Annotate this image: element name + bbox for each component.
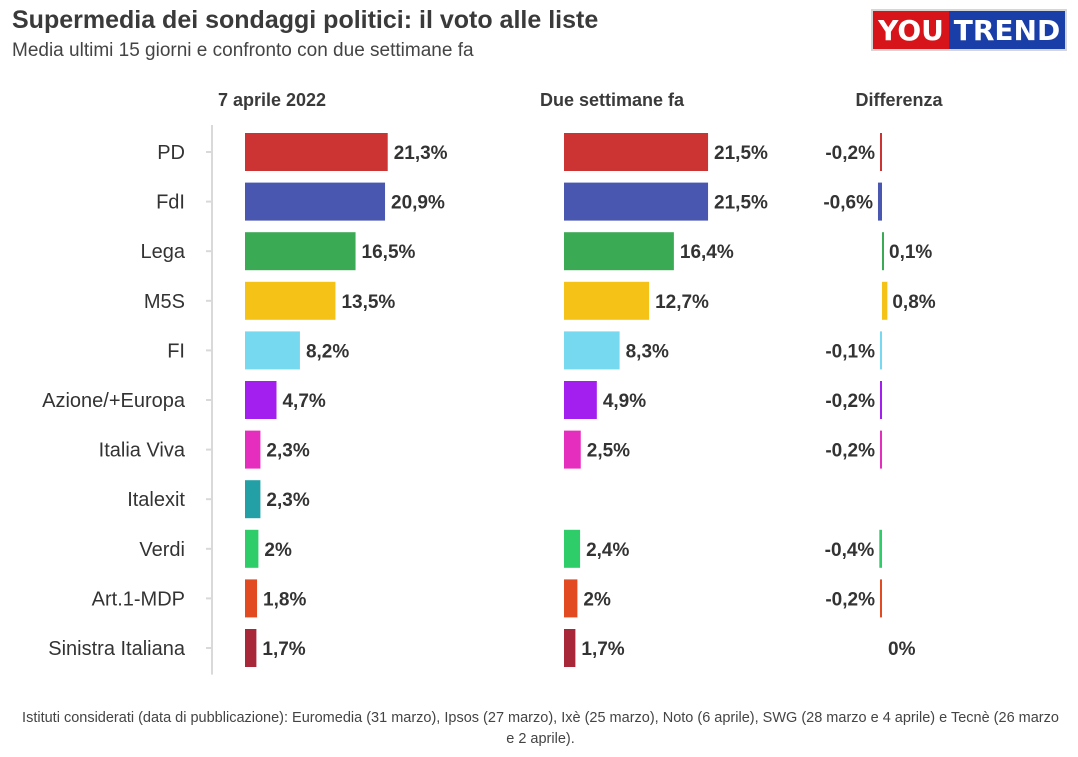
- bar: [245, 579, 258, 618]
- data-label: 21,5%: [714, 143, 768, 164]
- chart-title: Supermedia dei sondaggi politici: il vot…: [12, 6, 599, 34]
- data-label: 21,5%: [714, 193, 768, 214]
- category-label: Azione/+Europa: [42, 390, 186, 412]
- data-label: 1,7%: [581, 639, 624, 660]
- difference-bar: [880, 430, 882, 469]
- bar: [245, 182, 386, 221]
- difference-label: -0,2%: [825, 391, 875, 412]
- bar: [245, 480, 261, 519]
- difference-label: -0,2%: [825, 589, 875, 610]
- bar: [564, 182, 709, 221]
- difference-bar: [880, 381, 882, 419]
- data-label: 2%: [583, 589, 611, 610]
- category-label: Lega: [141, 241, 186, 263]
- bar: [245, 629, 257, 667]
- data-label: 13,5%: [341, 292, 395, 313]
- difference-label: 0%: [888, 639, 916, 660]
- bar: [245, 232, 356, 271]
- bar: [564, 430, 581, 469]
- column-header: Differenza: [855, 90, 943, 110]
- bar: [564, 232, 674, 271]
- bar: [564, 381, 597, 419]
- difference-label: -0,2%: [825, 441, 875, 462]
- category-label: M5S: [144, 291, 185, 313]
- category-label: Art.1-MDP: [92, 588, 185, 610]
- data-label: 8,2%: [306, 341, 349, 362]
- difference-label: -0,1%: [825, 341, 875, 362]
- difference-bar: [877, 182, 882, 221]
- data-label: 4,7%: [282, 391, 325, 412]
- category-label: Verdi: [139, 539, 185, 561]
- data-label: 8,3%: [626, 341, 669, 362]
- category-label: Italia Viva: [99, 440, 186, 462]
- category-label: FdI: [156, 192, 185, 214]
- data-label: 20,9%: [391, 193, 445, 214]
- data-label: 4,9%: [603, 391, 646, 412]
- bar: [564, 281, 650, 320]
- data-label: 2,3%: [266, 441, 309, 462]
- difference-label: -0,6%: [823, 193, 873, 214]
- data-label: 16,5%: [362, 242, 416, 263]
- data-label: 21,3%: [394, 143, 448, 164]
- difference-bar: [882, 232, 884, 271]
- chart-subtitle: Media ultimi 15 giorni e confronto con d…: [12, 40, 474, 61]
- bar: [245, 133, 388, 171]
- category-label: FI: [167, 340, 185, 362]
- difference-label: 0,1%: [889, 242, 932, 263]
- youtrend-logo: YOU TREND: [871, 9, 1067, 51]
- column-header: Due settimane fa: [540, 90, 685, 110]
- footnote: Istituti considerati (data di pubblicazi…: [22, 710, 1059, 747]
- data-label: 2%: [264, 540, 292, 561]
- bar: [564, 133, 709, 171]
- difference-bar: [882, 281, 888, 320]
- data-label: 1,8%: [263, 589, 306, 610]
- bar: [564, 629, 576, 667]
- bar: [564, 529, 581, 568]
- data-label: 1,7%: [262, 639, 305, 660]
- difference-bar: [880, 133, 882, 171]
- difference-bar: [879, 529, 882, 568]
- bar: [245, 331, 300, 370]
- category-label: Sinistra Italiana: [48, 638, 186, 660]
- category-label: Italexit: [127, 489, 185, 511]
- logo-part-trend: TREND: [949, 11, 1065, 49]
- difference-bar: [880, 331, 882, 370]
- bar: [245, 281, 336, 320]
- difference-label: 0,8%: [892, 292, 935, 313]
- difference-label: -0,2%: [825, 143, 875, 164]
- bar: [564, 579, 578, 618]
- bar: [564, 331, 620, 370]
- bar: [245, 381, 277, 419]
- bar: [245, 529, 259, 568]
- bar: [245, 430, 261, 469]
- data-label: 2,4%: [586, 540, 629, 561]
- bar-chart: 7 aprile 2022 Due settimane fa Differenza P…: [42, 90, 943, 675]
- difference-label: -0,4%: [825, 540, 875, 561]
- category-label: PD: [157, 142, 185, 164]
- column-header: 7 aprile 2022: [218, 90, 326, 110]
- difference-bar: [880, 579, 882, 618]
- data-label: 2,3%: [266, 490, 309, 511]
- logo-part-you: YOU: [873, 11, 949, 49]
- data-label: 12,7%: [655, 292, 709, 313]
- data-label: 2,5%: [587, 441, 630, 462]
- data-label: 16,4%: [680, 242, 734, 263]
